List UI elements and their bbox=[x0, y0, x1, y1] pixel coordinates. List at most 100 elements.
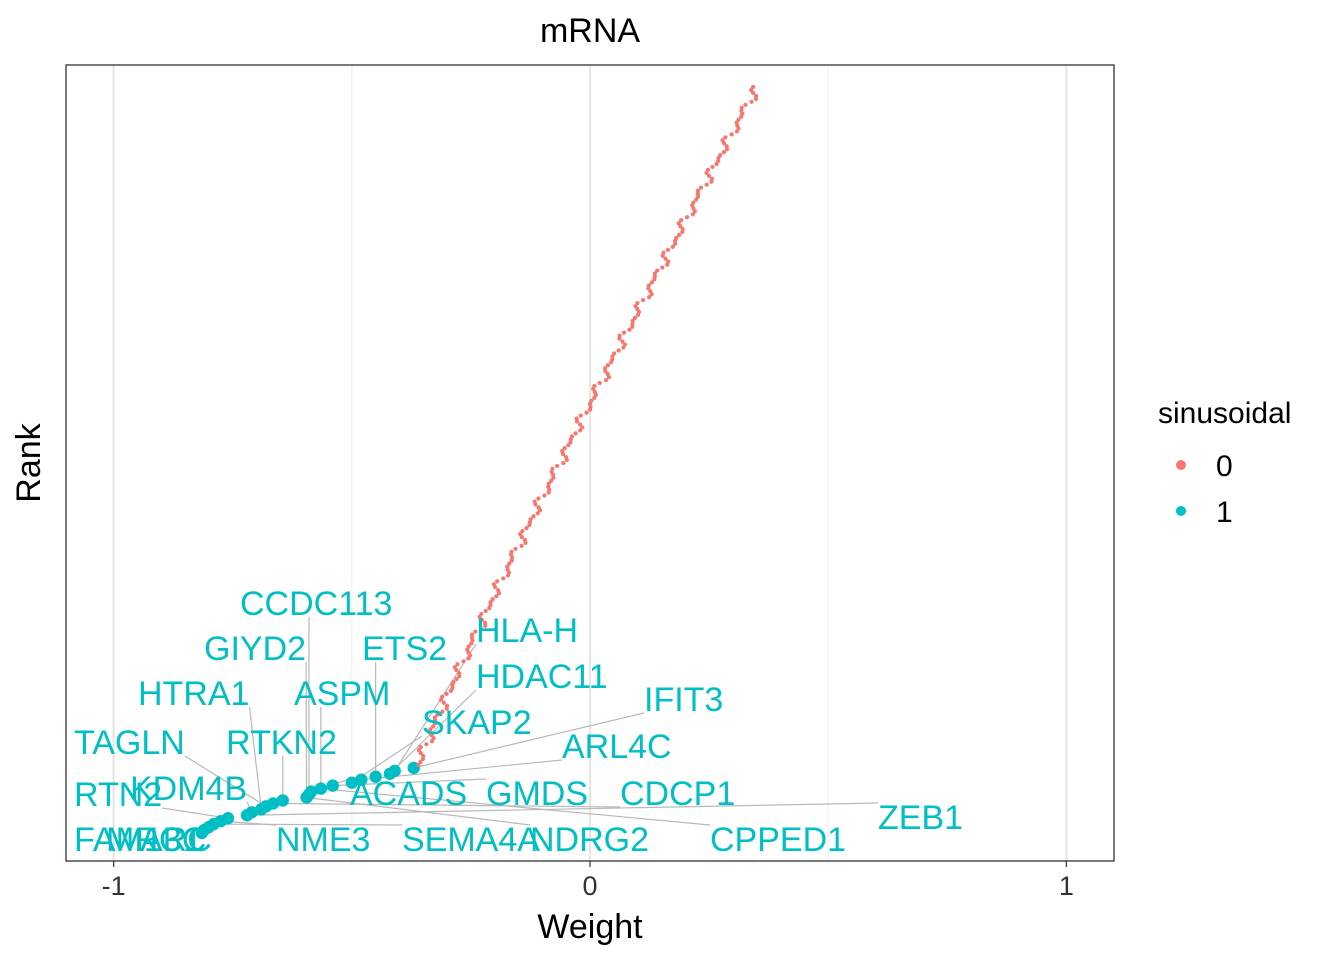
gene-label: IFIT3 bbox=[644, 681, 723, 719]
gene-label: FAM13C bbox=[74, 821, 206, 859]
data-point-sinusoidal-0 bbox=[663, 256, 668, 261]
data-point-sinusoidal-0 bbox=[691, 200, 696, 205]
data-point-sinusoidal-1 bbox=[388, 764, 401, 778]
leader-line bbox=[320, 787, 711, 826]
data-point-sinusoidal-0 bbox=[665, 247, 671, 252]
data-point-sinusoidal-0 bbox=[749, 99, 754, 104]
gene-label: ARL4C bbox=[562, 728, 672, 766]
data-point-sinusoidal-0 bbox=[532, 499, 537, 504]
x-tick-label: -1 bbox=[102, 871, 126, 901]
data-point-sinusoidal-0 bbox=[522, 537, 528, 543]
data-point-sinusoidal-0 bbox=[603, 366, 608, 371]
data-point-sinusoidal-0 bbox=[424, 742, 429, 747]
data-point-sinusoidal-1 bbox=[276, 794, 289, 807]
data-point-sinusoidal-0 bbox=[509, 549, 514, 554]
data-point-sinusoidal-0 bbox=[603, 369, 608, 374]
gene-label: HDAC11 bbox=[476, 658, 608, 696]
data-point-sinusoidal-0 bbox=[488, 599, 493, 605]
gene-label: ARC bbox=[140, 821, 212, 859]
data-point-sinusoidal-0 bbox=[454, 676, 459, 682]
data-point-sinusoidal-0 bbox=[612, 351, 617, 356]
gene-label: ETS2 bbox=[362, 630, 447, 668]
data-point-sinusoidal-0 bbox=[621, 330, 627, 335]
gene-label: CDCP1 bbox=[620, 775, 735, 813]
data-point-sinusoidal-0 bbox=[710, 164, 715, 170]
gene-label: HLA-H bbox=[476, 612, 578, 650]
data-point-sinusoidal-0 bbox=[647, 295, 652, 300]
data-point-sinusoidal-0 bbox=[416, 748, 421, 753]
leader-line bbox=[273, 802, 621, 808]
data-point-sinusoidal-0 bbox=[655, 268, 660, 273]
gene-label: SKAP2 bbox=[422, 704, 532, 742]
data-point-sinusoidal-1 bbox=[305, 785, 318, 798]
data-point-sinusoidal-0 bbox=[440, 694, 445, 699]
data-point-sinusoidal-0 bbox=[704, 182, 709, 187]
data-point-sinusoidal-0 bbox=[483, 623, 488, 628]
data-point-sinusoidal-0 bbox=[518, 531, 523, 537]
data-point-sinusoidal-0 bbox=[706, 173, 712, 178]
gene-label: HTRA1 bbox=[138, 675, 249, 713]
data-point-sinusoidal-0 bbox=[695, 191, 700, 196]
data-point-sinusoidal-0 bbox=[566, 443, 571, 448]
data-point-sinusoidal-0 bbox=[496, 588, 501, 593]
gene-label: CPPED1 bbox=[710, 821, 846, 859]
gene-labels: CCDC113 GIYD2 ETS2 HLA-H HTRA1 ASPM HDAC11 IFIT… bbox=[74, 585, 963, 859]
gene-label: SEMA4A bbox=[402, 821, 540, 859]
data-point-sinusoidal-0 bbox=[524, 525, 529, 531]
leader-line bbox=[247, 802, 879, 816]
data-point-sinusoidal-0 bbox=[555, 463, 560, 469]
data-point-sinusoidal-0 bbox=[622, 342, 628, 347]
data-point-sinusoidal-0 bbox=[560, 449, 565, 454]
data-point-sinusoidal-0 bbox=[640, 298, 646, 303]
data-point-sinusoidal-0 bbox=[519, 543, 524, 548]
gene-label: ZEB1 bbox=[878, 799, 963, 837]
data-point-sinusoidal-0 bbox=[605, 363, 610, 368]
data-point-sinusoidal-0 bbox=[418, 759, 423, 765]
gene-label: MRC1 bbox=[106, 821, 202, 859]
data-point-sinusoidal-0 bbox=[435, 712, 440, 717]
data-point-sinusoidal-0 bbox=[536, 505, 541, 510]
leader-line bbox=[305, 661, 308, 798]
data-point-sinusoidal-0 bbox=[698, 185, 704, 190]
data-point-sinusoidal-0 bbox=[677, 232, 682, 238]
points bbox=[195, 84, 759, 840]
leader-line bbox=[306, 796, 531, 826]
data-point-sinusoidal-1 bbox=[267, 797, 280, 810]
data-point-sinusoidal-0 bbox=[718, 152, 723, 158]
data-point-sinusoidal-0 bbox=[479, 611, 484, 617]
x-axis-title: Weight bbox=[537, 908, 643, 946]
gene-label: GIYD2 bbox=[204, 630, 306, 668]
data-point-sinusoidal-0 bbox=[709, 176, 715, 181]
data-point-sinusoidal-0 bbox=[478, 626, 484, 631]
data-point-sinusoidal-0 bbox=[721, 150, 727, 155]
data-point-sinusoidal-0 bbox=[418, 745, 423, 750]
gene-label: NME3 bbox=[276, 821, 370, 859]
x-tick-label: 1 bbox=[1059, 871, 1074, 901]
data-point-sinusoidal-0 bbox=[531, 514, 536, 519]
data-point-sinusoidal-0 bbox=[578, 413, 583, 418]
legend-label-0: 0 bbox=[1216, 450, 1233, 483]
data-point-sinusoidal-0 bbox=[597, 380, 602, 386]
data-point-sinusoidal-1 bbox=[221, 811, 235, 825]
data-point-sinusoidal-0 bbox=[630, 318, 635, 323]
data-point-sinusoidal-0 bbox=[617, 333, 622, 338]
data-point-sinusoidal-1 bbox=[245, 806, 258, 819]
data-point-sinusoidal-0 bbox=[546, 481, 551, 486]
data-point-sinusoidal-0 bbox=[469, 635, 475, 640]
data-point-sinusoidal-0 bbox=[605, 372, 610, 377]
data-point-sinusoidal-0 bbox=[479, 617, 484, 622]
data-point-sinusoidal-0 bbox=[482, 620, 488, 625]
data-point-sinusoidal-0 bbox=[505, 564, 510, 569]
data-point-sinusoidal-0 bbox=[428, 727, 433, 732]
data-point-sinusoidal-0 bbox=[652, 274, 657, 279]
data-point-sinusoidal-0 bbox=[444, 691, 449, 696]
data-point-sinusoidal-0 bbox=[441, 700, 446, 705]
data-point-sinusoidal-0 bbox=[416, 762, 421, 768]
y-axis-title: Rank bbox=[10, 422, 48, 502]
legend: sinusoidal 0 1 bbox=[1158, 397, 1291, 529]
data-point-sinusoidal-0 bbox=[750, 84, 756, 90]
data-point-sinusoidal-0 bbox=[418, 750, 423, 756]
data-point-sinusoidal-0 bbox=[461, 659, 466, 664]
data-point-sinusoidal-0 bbox=[592, 383, 597, 389]
